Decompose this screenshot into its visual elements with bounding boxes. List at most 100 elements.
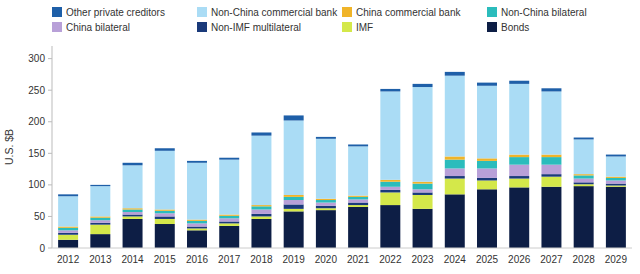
bar-segment bbox=[219, 223, 239, 226]
legend-label: Other private creditors bbox=[66, 7, 165, 18]
bar-segment bbox=[251, 209, 271, 213]
x-tick-label: 2020 bbox=[315, 254, 338, 265]
bar-segment bbox=[90, 225, 110, 234]
bar-segment bbox=[413, 189, 433, 192]
bar-segment bbox=[219, 216, 239, 219]
y-tick-label: 0 bbox=[39, 243, 45, 254]
bar-segment bbox=[380, 205, 400, 248]
bar-segment bbox=[477, 189, 497, 248]
bar-segment bbox=[606, 156, 626, 176]
bar-segment bbox=[187, 161, 207, 163]
bar-segment bbox=[155, 151, 175, 210]
y-tick bbox=[48, 153, 52, 154]
y-tick bbox=[48, 58, 52, 59]
series-bars bbox=[58, 165, 626, 233]
y-tick bbox=[48, 121, 52, 122]
bar-segment bbox=[445, 168, 465, 176]
bar-segment bbox=[541, 155, 561, 158]
legend-label: Bonds bbox=[501, 22, 529, 33]
bar-segment bbox=[445, 176, 465, 179]
bar-segment bbox=[348, 199, 368, 202]
bar-segment bbox=[123, 215, 143, 217]
y-tick-label: 300 bbox=[28, 53, 45, 64]
bar-segment bbox=[606, 180, 626, 183]
page: {"chart_data": { "type": "bar", "stacked… bbox=[0, 0, 640, 274]
bar-segment bbox=[155, 211, 175, 214]
bar-segment bbox=[348, 203, 368, 206]
legend-item: China commercial bank bbox=[342, 7, 461, 18]
x-tick-label: 2016 bbox=[186, 254, 209, 265]
bar-segment bbox=[509, 155, 529, 158]
bar-segment bbox=[58, 227, 78, 228]
bar-segment bbox=[380, 91, 400, 179]
bar-segment bbox=[284, 115, 304, 120]
bar-segment bbox=[90, 223, 110, 225]
bar-segment bbox=[90, 220, 110, 223]
y-axis-line bbox=[52, 46, 53, 248]
bar-segment bbox=[477, 158, 497, 161]
bar-segment bbox=[509, 176, 529, 179]
bar-segment bbox=[541, 157, 561, 165]
legend-item: China bilateral bbox=[52, 22, 130, 33]
bar-segment bbox=[58, 235, 78, 240]
bar-segment bbox=[316, 210, 336, 248]
bar-segment bbox=[541, 88, 561, 91]
x-tick-label: 2015 bbox=[154, 254, 177, 265]
bar-segment bbox=[284, 209, 304, 212]
bar-segment bbox=[284, 120, 304, 194]
bar-segment bbox=[445, 179, 465, 195]
x-tick-label: 2029 bbox=[605, 254, 628, 265]
bar-segment bbox=[380, 190, 400, 193]
bar-segment bbox=[413, 87, 433, 182]
bar-segment bbox=[251, 216, 271, 219]
bar-segment bbox=[606, 187, 626, 248]
bar-segment bbox=[155, 148, 175, 151]
bar-segment bbox=[219, 215, 239, 216]
bar-segment bbox=[348, 197, 368, 200]
bar-segment bbox=[219, 226, 239, 248]
bar-segment bbox=[58, 233, 78, 235]
bar-segment bbox=[251, 214, 271, 217]
legend-swatch bbox=[342, 7, 352, 17]
bar-segment bbox=[251, 219, 271, 248]
bar-segment bbox=[123, 212, 143, 215]
bar-segment bbox=[541, 165, 561, 174]
bar-segment bbox=[155, 213, 175, 216]
bar-segment bbox=[90, 234, 110, 248]
series-bars bbox=[58, 157, 626, 230]
x-tick-label: 2014 bbox=[121, 254, 144, 265]
series-bars bbox=[58, 76, 626, 227]
x-tick-label: 2025 bbox=[476, 254, 499, 265]
bar-segment bbox=[284, 197, 304, 200]
bar-segment bbox=[541, 177, 561, 187]
bar-segment bbox=[413, 192, 433, 195]
bar-segment bbox=[316, 206, 336, 209]
bar-segment bbox=[509, 157, 529, 165]
bar-segment bbox=[413, 195, 433, 209]
bar-segment bbox=[413, 84, 433, 87]
bar-segment bbox=[155, 216, 175, 219]
bar-segment bbox=[413, 209, 433, 248]
bar-segment bbox=[413, 184, 433, 190]
y-tick-label: 200 bbox=[28, 116, 45, 127]
series-bars bbox=[58, 186, 626, 248]
x-tick-label: 2023 bbox=[411, 254, 434, 265]
bar-segment bbox=[58, 194, 78, 196]
series-bars bbox=[58, 174, 626, 235]
bar-segment bbox=[251, 206, 271, 209]
y-axis: 050100150200250300 bbox=[28, 53, 52, 253]
legend-item: IMF bbox=[342, 22, 373, 33]
bar-segment bbox=[90, 218, 110, 221]
bar-segment bbox=[380, 180, 400, 182]
legend-item: Non-China commercial bank bbox=[197, 7, 338, 18]
bar-segment bbox=[509, 179, 529, 188]
bar-segment bbox=[574, 174, 594, 175]
y-tick-label: 100 bbox=[28, 179, 45, 190]
bar-segment bbox=[477, 86, 497, 159]
bar-segment bbox=[413, 182, 433, 184]
legend-label: China bilateral bbox=[66, 22, 130, 33]
bar-segment bbox=[187, 227, 207, 229]
x-axis: 2012201320142015201620172018201920202021… bbox=[57, 254, 627, 265]
bars bbox=[58, 72, 626, 248]
bar-segment bbox=[58, 196, 78, 226]
